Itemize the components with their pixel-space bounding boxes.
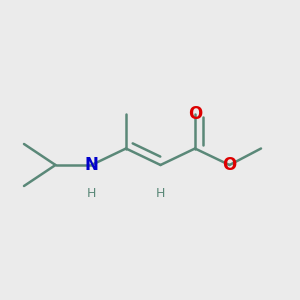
Text: H: H: [87, 187, 96, 200]
Text: N: N: [85, 156, 98, 174]
Text: O: O: [188, 105, 202, 123]
Text: O: O: [222, 156, 237, 174]
Text: H: H: [156, 187, 165, 200]
